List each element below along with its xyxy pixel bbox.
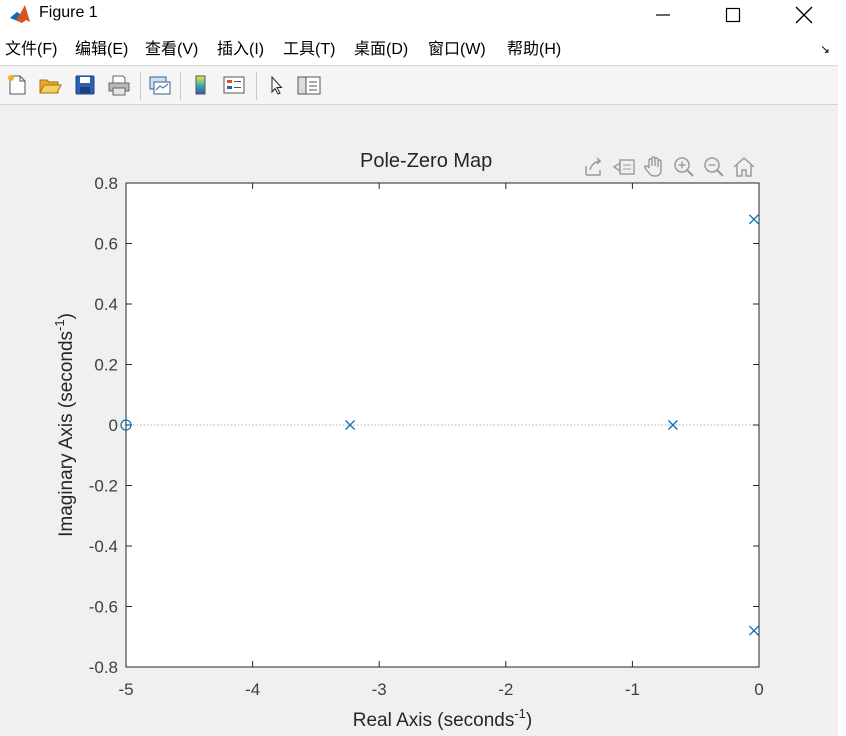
y-tick-label: 0.8 (94, 174, 118, 193)
export-icon (585, 157, 602, 176)
pan-icon (643, 156, 662, 177)
y-tick-label: 0.2 (94, 356, 118, 375)
menu-bar: 文件(F) 编辑(E) 查看(V) 插入(I) 工具(T) 桌面(D) 窗口(W… (0, 34, 838, 66)
colorbar-button[interactable] (187, 72, 213, 98)
edit-plot-button[interactable] (263, 72, 289, 98)
property-inspector-button[interactable] (296, 72, 322, 98)
brush-icon (612, 159, 635, 175)
pole-stroke (667, 420, 678, 430)
y-tick-label: -0.2 (89, 477, 118, 496)
pole-marker (345, 420, 356, 430)
maximize-icon (725, 7, 741, 23)
property-inspector-icon (297, 76, 321, 95)
zoom-out-icon (704, 157, 724, 177)
pole-marker (667, 420, 678, 430)
y-tick-label: 0.4 (94, 295, 118, 314)
link-plot-button[interactable] (147, 72, 173, 98)
brush-button[interactable] (610, 152, 638, 182)
figure-toolbar (0, 67, 838, 105)
toolbar-separator (180, 72, 181, 100)
x-axis-label: Real Axis (seconds-1) (353, 706, 532, 731)
menu-insert[interactable]: 插入(I) (217, 41, 265, 58)
toolbar-separator (140, 72, 141, 100)
y-tick-label: 0.6 (94, 235, 118, 254)
x-tick-label: -4 (245, 680, 260, 699)
edit-plot-arrow-icon (271, 75, 283, 95)
maximize-button[interactable] (710, 0, 756, 30)
pole-stroke (748, 625, 759, 636)
zoom-in-button[interactable] (670, 152, 698, 182)
minimize-button[interactable] (640, 0, 686, 30)
y-tick-label: -0.4 (89, 537, 118, 556)
y-tick-label: -0.8 (89, 658, 118, 677)
new-figure-button[interactable] (4, 72, 30, 98)
menu-tools[interactable]: 工具(T) (283, 41, 336, 58)
open-file-button[interactable] (37, 72, 63, 98)
close-icon (795, 6, 813, 24)
menu-help[interactable]: 帮助(H) (507, 41, 562, 58)
pole-stroke (345, 420, 356, 430)
dock-arrow-icon[interactable]: ↘ (820, 42, 831, 56)
colorbar-icon (195, 75, 206, 95)
menu-edit[interactable]: 编辑(E) (75, 41, 129, 58)
pole-marker (748, 214, 759, 225)
save-button[interactable] (72, 72, 98, 98)
zoom-out-button[interactable] (700, 152, 728, 182)
x-tick-label: -1 (625, 680, 640, 699)
plot-title: Pole-Zero Map (360, 150, 493, 172)
zero-marker (120, 419, 132, 431)
pole-marker (748, 625, 759, 636)
print-icon (108, 75, 130, 96)
new-figure-icon (8, 75, 26, 95)
menu-view[interactable]: 查看(V) (145, 41, 199, 58)
x-tick-label: 0 (754, 680, 763, 699)
title-bar: Figure 1 (0, 0, 846, 34)
pole-stroke (748, 214, 759, 225)
menu-file[interactable]: 文件(F) (5, 41, 58, 58)
toolbar-separator (256, 72, 257, 100)
y-axis-label: Imaginary Axis (seconds-1) (52, 313, 77, 537)
x-tick-label: -2 (498, 680, 513, 699)
pan-button[interactable] (640, 152, 668, 182)
matlab-logo-icon (9, 3, 31, 25)
legend-button[interactable] (221, 72, 247, 98)
x-tick-label: -3 (372, 680, 387, 699)
link-plot-icon (149, 76, 171, 95)
zoom-in-icon (674, 157, 694, 177)
home-button[interactable] (730, 152, 758, 182)
axes-toolbar (578, 152, 762, 182)
x-tick-label: -5 (118, 680, 133, 699)
save-icon (75, 75, 95, 95)
close-button[interactable] (781, 0, 827, 30)
menu-desktop[interactable]: 桌面(D) (354, 41, 409, 58)
y-tick-label: -0.6 (89, 598, 118, 617)
home-icon (733, 156, 755, 177)
legend-icon (223, 76, 245, 94)
print-button[interactable] (106, 72, 132, 98)
minimize-icon (656, 14, 670, 16)
export-button[interactable] (580, 152, 608, 182)
window-title: Figure 1 (39, 4, 98, 21)
open-file-icon (39, 79, 62, 94)
y-tick-label: 0 (109, 416, 118, 435)
menu-window[interactable]: 窗口(W) (428, 41, 486, 58)
